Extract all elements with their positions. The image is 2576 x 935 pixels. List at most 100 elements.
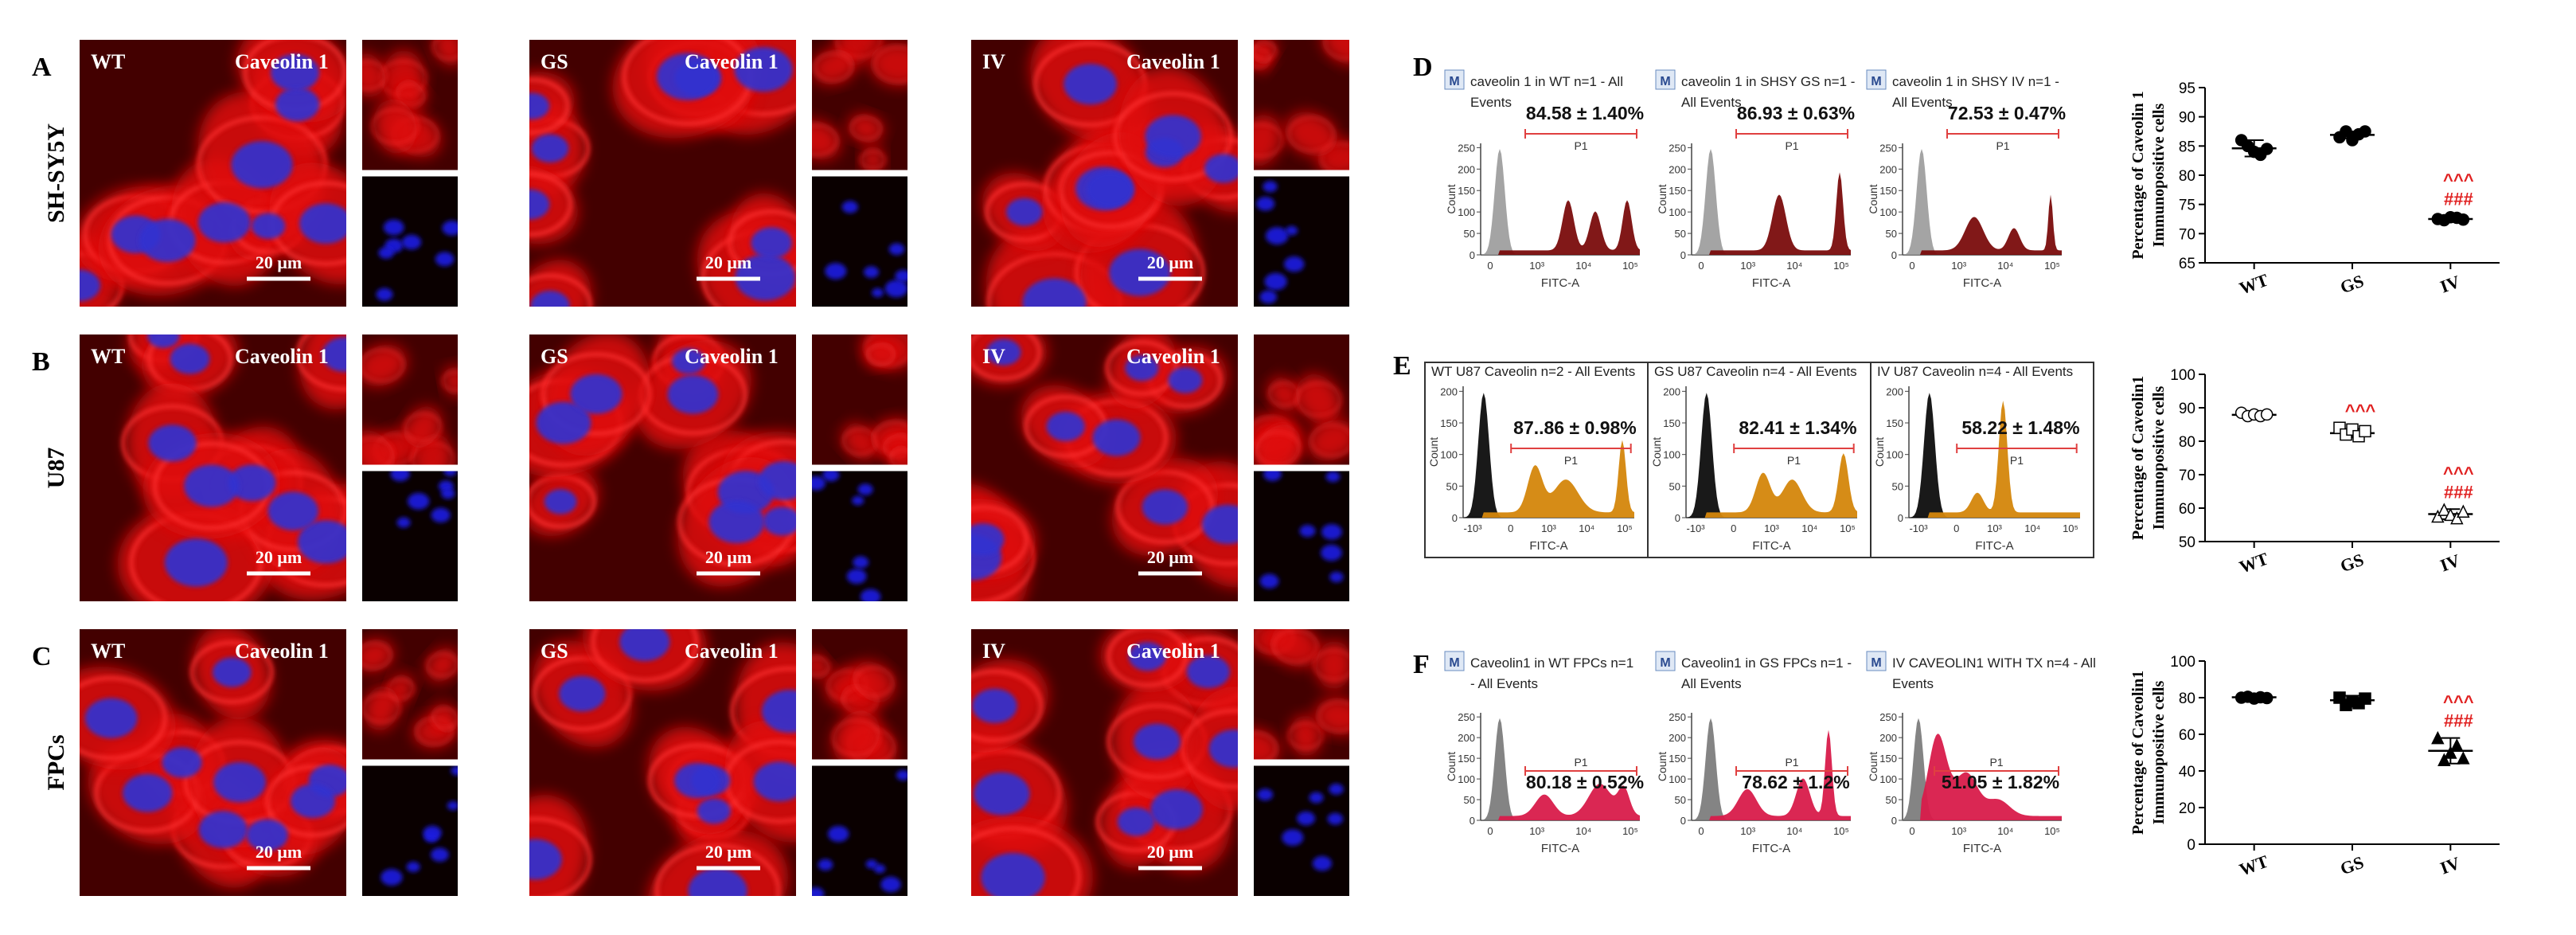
nucleus [123,773,173,812]
cell-line-label: U87 [43,448,69,489]
nucleus [1259,290,1278,304]
y-tick-label: 250 [1458,711,1475,723]
percent-label: 86.93 ± 0.63% [1737,103,1855,123]
cell-membrane [396,83,426,106]
badge-text: M [1660,75,1670,88]
nucleus [1264,272,1287,291]
x-tick-label: 10⁴ [1579,522,1594,534]
y-axis-label: Count [1873,437,1886,467]
nucleus [1329,571,1344,583]
cell-membrane [1181,708,1238,789]
cells [812,471,881,601]
percent-label: 51.05 ± 1.82% [1942,772,2059,792]
x-tick-label: 10⁵ [1833,825,1849,837]
negative-peak [1463,393,1634,518]
marker-label: Caveolin 1 [1126,640,1220,663]
y-tick-label: 0 [1469,815,1475,827]
nucleus [763,507,796,536]
cell-body [812,120,841,160]
y-tick-label: 150 [1879,753,1897,765]
cell-membrane [835,40,882,58]
cell-body [1321,40,1349,65]
nucleus [841,201,858,213]
cells [971,629,1238,896]
y-tick-label: 250 [1879,711,1897,723]
x-tick-label: 10³ [1740,260,1755,272]
nucleus [619,629,670,661]
point [2260,408,2274,421]
x-tick-label: 10⁵ [1833,260,1849,272]
cell-body [1296,374,1341,425]
y-tick-label: 50 [2179,534,2195,551]
condition-label: GS [541,50,568,73]
y-tick-label: 70 [2179,468,2195,484]
x-axis-label: FITC-A [1529,539,1567,553]
cell-body [431,703,458,734]
y-tick-label: 20 [2179,800,2195,817]
point [2431,509,2445,523]
nucleus [1186,655,1230,689]
nucleus [974,772,1030,816]
nucleus [753,761,796,802]
y-tick-label: 200 [1458,163,1475,175]
point [2437,753,2451,766]
x-tick-label: -10³ [1686,522,1705,534]
x-tick-label: 10³ [1740,825,1755,837]
panel-letter: B [32,347,50,377]
point [2260,691,2274,705]
y-tick-label: 50 [1675,794,1686,806]
cells [390,471,457,528]
x-tick-label: 10⁵ [1617,522,1633,534]
nucleus [865,859,878,869]
cell-body [869,42,907,86]
condition-label: WT [91,640,125,663]
nucleus [1145,115,1201,158]
y-axis-label: Count [1867,184,1879,213]
x-axis-label: FITC-A [1541,276,1579,290]
y-tick-label: 0 [1891,815,1897,827]
nucleus [447,800,458,811]
badge [1866,651,1887,671]
negative-peak [1903,718,2062,820]
cell-body [812,49,856,85]
cell-body [373,99,417,154]
nucleus [529,189,550,220]
positive-distribution [1481,784,1640,820]
y-axis-label: Immunopositive cells [2150,104,2168,248]
y-tick-label: 40 [2179,764,2195,780]
y-tick-label: 50 [1464,228,1475,240]
cell-body [426,647,458,682]
y-tick-label: 80 [2179,168,2195,185]
gate-label: P1 [1564,454,1578,467]
y-tick-label: 0 [1680,815,1686,827]
cell-body [1314,698,1349,735]
nucleus [1125,354,1159,381]
negative-peak [1909,393,2080,518]
y-tick-label: 200 [1440,385,1458,397]
percent-label: 80.18 ± 0.52% [1526,772,1644,792]
nucleus [376,288,393,301]
y-tick-label: 70 [2179,226,2195,243]
nucleus [880,876,901,893]
cell-body [1285,111,1338,157]
cells [812,40,907,170]
nucleus [271,53,319,92]
nucleus [1282,829,1304,846]
nucleus [1204,154,1238,183]
nucleus [251,213,286,240]
cell-membrane [814,53,853,82]
cell-membrane [889,448,907,465]
positive-distribution [1481,200,1640,255]
x-axis-label: FITC-A [1963,276,2001,290]
panel-letter: F [1413,650,1430,679]
condition-label: WT [91,50,125,73]
nucleus [825,263,847,280]
nucleus [735,254,796,301]
x-tick-label: 10³ [1529,825,1544,837]
y-axis-label: Count [1427,437,1440,467]
nucleus [231,141,293,189]
x-tick-label: 0 [1909,260,1914,272]
gate-label: P1 [2010,454,2024,467]
y-axis-label: Count [1656,752,1669,781]
nucleus [406,861,420,872]
